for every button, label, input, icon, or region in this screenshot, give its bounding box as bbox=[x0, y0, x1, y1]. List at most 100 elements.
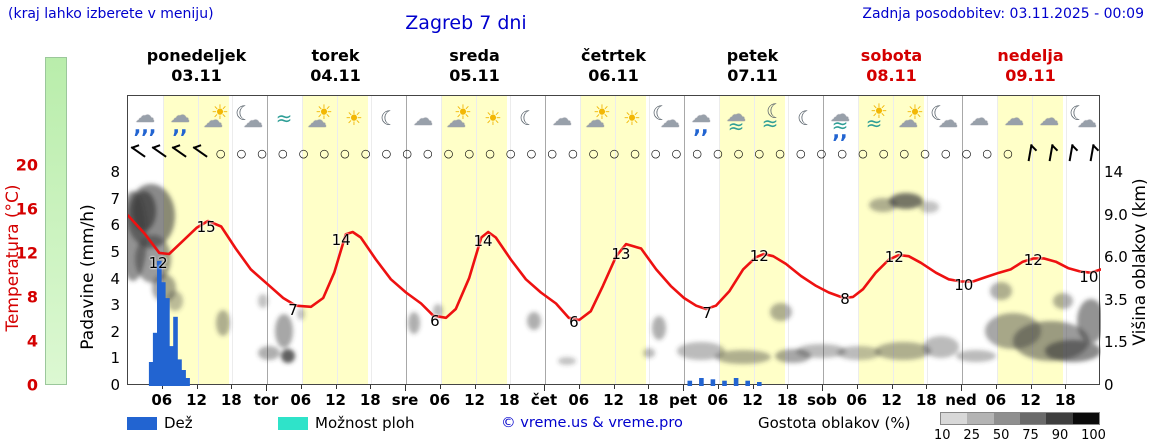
axis-tick bbox=[161, 385, 163, 389]
day-header-četrtek: četrtek 06.11 bbox=[544, 46, 683, 86]
xaxis-hour-label: 06 bbox=[290, 391, 312, 409]
xaxis-hour-label: 18 bbox=[915, 391, 937, 409]
cloud-glyph: ☁ bbox=[585, 108, 605, 132]
day-name: nedelja bbox=[997, 46, 1064, 65]
temp-value-label: 6 bbox=[569, 313, 579, 332]
density-tick-100: 100 bbox=[1081, 428, 1106, 443]
grid-day bbox=[962, 96, 963, 384]
rain-icon: ☁,, bbox=[687, 103, 715, 136]
cloud-glyph: ☁ bbox=[726, 102, 746, 126]
cloud-glyph: ☁ bbox=[898, 108, 918, 132]
meteogram-chart: 12 15 7 14 6 14 6 13 7 12 8 12 10 12 10 ☁,,, ☁,, ☀ ☁ ☾ ☁ ≈ ☀ ☁ ☀… bbox=[127, 95, 1101, 386]
cloud-glyph: ☁ bbox=[170, 103, 190, 127]
cloud-glyph: ☁ bbox=[1039, 106, 1059, 130]
cloud-tick-6.0: 6.0 bbox=[1104, 248, 1128, 267]
calm-wind-icon: ○ bbox=[505, 147, 516, 160]
daylight-band bbox=[857, 96, 925, 384]
temp-tick-4: 4 bbox=[26, 331, 38, 351]
axis-tick bbox=[509, 385, 511, 389]
cloud-glyph: ☁ bbox=[660, 108, 680, 132]
cloud-tick-3.5: 3.5 bbox=[1104, 290, 1128, 309]
calm-wind-icon: ○ bbox=[568, 147, 578, 160]
rain-legend-swatch bbox=[127, 417, 157, 430]
sun-glyph: ☀ bbox=[454, 100, 472, 124]
moon-icon: ☾ bbox=[375, 103, 403, 133]
rain-glyph: ,, bbox=[832, 119, 848, 143]
calm-wind-icon: ○ bbox=[402, 147, 412, 160]
cloud-glyph: ☁ bbox=[1077, 108, 1097, 132]
fog-icon: ≈ bbox=[270, 103, 298, 133]
cloud-height-axis-label: Višina oblakov (km) bbox=[1130, 178, 1150, 346]
rain-bar bbox=[185, 378, 190, 386]
moon-cloud-icon: ☾ ☁ bbox=[1069, 101, 1098, 133]
density-tick-50: 50 bbox=[992, 428, 1010, 443]
temp-value-label: 10 bbox=[954, 275, 974, 294]
day-date: 04.11 bbox=[310, 66, 361, 85]
rain-bar bbox=[745, 380, 750, 386]
day-header-sreda: sreda 05.11 bbox=[405, 46, 544, 86]
axis-tick bbox=[544, 385, 545, 391]
copyright-link[interactable]: © vreme.us & vreme.pro bbox=[501, 415, 683, 431]
temperature-curve bbox=[128, 214, 1101, 322]
temp-tick-8: 8 bbox=[26, 287, 38, 307]
temp-value-label: 15 bbox=[196, 217, 216, 236]
moon-cloud-icon: ☾ ☁ bbox=[235, 103, 264, 133]
axis-tick bbox=[961, 385, 962, 391]
temp-tick-20: 20 bbox=[15, 155, 38, 175]
density-tick-75: 75 bbox=[1022, 428, 1039, 443]
moon-cloud-icon: ☾ ☁ bbox=[652, 101, 681, 133]
cloud-glyph: ☁ bbox=[552, 106, 572, 130]
sun-glyph: ☀ bbox=[315, 100, 333, 124]
grid-day bbox=[406, 96, 407, 384]
calm-wind-icon: ○ bbox=[837, 147, 847, 160]
xaxis-hour-label: 18 bbox=[359, 391, 381, 409]
rain-bar bbox=[148, 362, 154, 386]
sun-glyph: ☀ bbox=[870, 99, 888, 123]
cloud-density-patches bbox=[128, 184, 1101, 365]
grid-6h bbox=[301, 96, 303, 384]
temp-value-label: 12 bbox=[1023, 250, 1043, 269]
temp-value-label: 10 bbox=[1079, 268, 1099, 287]
day-header-ponedeljek: ponedeljek 03.11 bbox=[127, 46, 266, 86]
moon-glyph: ☾ bbox=[652, 101, 670, 125]
day-header-torek: torek 04.11 bbox=[266, 46, 405, 86]
rain-fog-icon: ☁ ≈ bbox=[722, 102, 750, 136]
cloud-density-legend-label: Gostota oblakov (%) bbox=[758, 414, 911, 432]
fog-glyph: ≈ bbox=[865, 111, 883, 135]
xaxis-hour-label: 06 bbox=[707, 391, 729, 409]
moon-icon: ☾ bbox=[514, 103, 542, 133]
rain-bar bbox=[699, 378, 704, 386]
calm-wind-icon: ○ bbox=[713, 147, 723, 160]
day-date: 09.11 bbox=[1005, 66, 1056, 85]
precip-tick-5: 5 bbox=[110, 242, 120, 261]
rain-bar bbox=[733, 378, 739, 386]
cloud-density-scale-ticks: 10 25 50 75 90 100 bbox=[934, 428, 1106, 443]
fog-moon-icon: ☾ ≈ bbox=[757, 99, 785, 133]
cloud-glyph: ☁ bbox=[307, 108, 327, 132]
calm-wind-icon: ○ bbox=[381, 147, 392, 160]
cloud-glyph: ☁ bbox=[413, 106, 433, 130]
day-name: torek bbox=[311, 46, 360, 65]
rain-bar bbox=[157, 260, 162, 386]
xaxis-hour-label: 12 bbox=[186, 391, 207, 409]
fog-sun-icon: ☀ ≈ bbox=[861, 99, 889, 135]
density-tick-10: 10 bbox=[934, 428, 951, 443]
sun-glyph: ☀ bbox=[211, 100, 229, 124]
moon-glyph: ☾ bbox=[797, 106, 815, 130]
xaxis-hour-label: 18 bbox=[498, 391, 520, 409]
xaxis-hour-label: 12 bbox=[881, 391, 902, 409]
temp-value-label: 14 bbox=[473, 231, 493, 250]
grid-6h bbox=[718, 96, 720, 384]
grid-day bbox=[267, 96, 268, 384]
grid-day bbox=[545, 96, 546, 384]
showers-legend-swatch bbox=[278, 417, 308, 430]
grid-6h bbox=[1066, 96, 1068, 384]
temp-value-label: 12 bbox=[749, 247, 769, 266]
rain-bar bbox=[152, 332, 158, 386]
temp-value-label: 12 bbox=[148, 253, 168, 272]
moon-glyph: ☾ bbox=[1069, 101, 1087, 125]
calm-wind-icon: ○ bbox=[298, 147, 309, 160]
moon-glyph: ☾ bbox=[766, 99, 784, 123]
chart-canvas bbox=[128, 184, 1101, 386]
cloud-glyph: ☁ bbox=[203, 108, 223, 132]
